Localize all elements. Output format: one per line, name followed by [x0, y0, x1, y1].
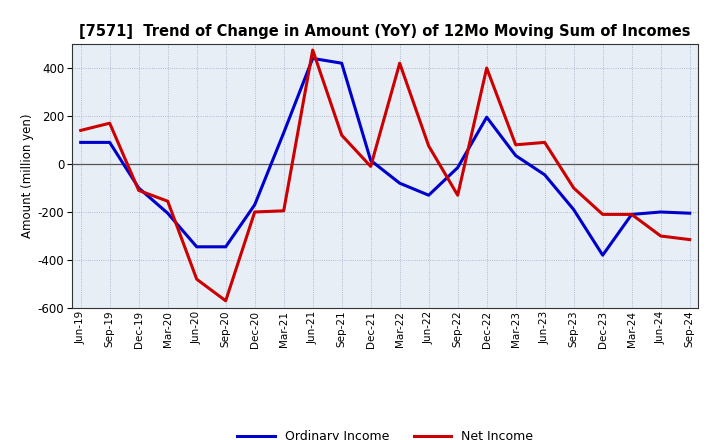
Ordinary Income: [105, 140, 114, 145]
Ordinary Income: [338, 61, 346, 66]
Ordinary Income: [192, 244, 201, 249]
Net Income: [424, 143, 433, 149]
Ordinary Income: [657, 209, 665, 215]
Net Income: [454, 193, 462, 198]
Ordinary Income: [570, 207, 578, 212]
Ordinary Income: [366, 158, 375, 163]
Ordinary Income: [163, 211, 172, 216]
Net Income: [570, 185, 578, 191]
Ordinary Income: [598, 253, 607, 258]
Net Income: [135, 188, 143, 193]
Ordinary Income: [482, 114, 491, 120]
Ordinary Income: [685, 211, 694, 216]
Ordinary Income: [511, 153, 520, 158]
Ordinary Income: [135, 185, 143, 191]
Net Income: [308, 48, 317, 53]
Net Income: [192, 277, 201, 282]
Net Income: [279, 208, 288, 213]
Net Income: [657, 233, 665, 238]
Y-axis label: Amount (million yen): Amount (million yen): [21, 114, 34, 238]
Net Income: [598, 212, 607, 217]
Net Income: [251, 209, 259, 215]
Ordinary Income: [627, 212, 636, 217]
Ordinary Income: [221, 244, 230, 249]
Net Income: [338, 132, 346, 138]
Ordinary Income: [308, 56, 317, 61]
Net Income: [76, 128, 85, 133]
Ordinary Income: [76, 140, 85, 145]
Net Income: [627, 212, 636, 217]
Net Income: [395, 61, 404, 66]
Net Income: [482, 66, 491, 71]
Net Income: [541, 140, 549, 145]
Line: Net Income: Net Income: [81, 50, 690, 301]
Net Income: [105, 121, 114, 126]
Net Income: [511, 142, 520, 147]
Net Income: [163, 198, 172, 204]
Line: Ordinary Income: Ordinary Income: [81, 59, 690, 255]
Net Income: [366, 164, 375, 169]
Legend: Ordinary Income, Net Income: Ordinary Income, Net Income: [232, 425, 539, 440]
Net Income: [221, 298, 230, 304]
Ordinary Income: [541, 172, 549, 177]
Net Income: [685, 237, 694, 242]
Ordinary Income: [454, 165, 462, 170]
Ordinary Income: [424, 193, 433, 198]
Ordinary Income: [395, 180, 404, 186]
Ordinary Income: [279, 130, 288, 136]
Ordinary Income: [251, 202, 259, 207]
Title: [7571]  Trend of Change in Amount (YoY) of 12Mo Moving Sum of Incomes: [7571] Trend of Change in Amount (YoY) o…: [79, 24, 691, 39]
